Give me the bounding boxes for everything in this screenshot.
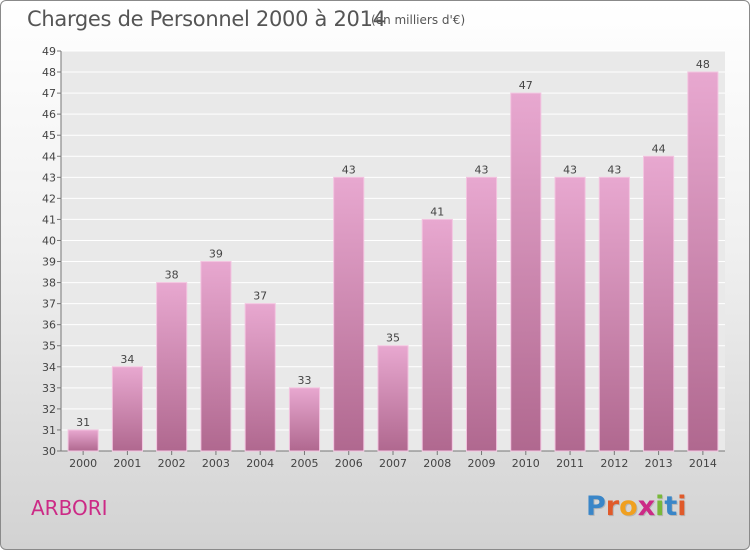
data-label: 47 — [519, 79, 533, 92]
y-tick-label: 43 — [42, 171, 56, 184]
y-tick-label: 36 — [42, 319, 56, 332]
x-tick-label: 2011 — [556, 457, 584, 470]
y-tick-label: 44 — [42, 150, 56, 163]
brand-logo: Proxiti — [586, 491, 687, 522]
brand-logo-letter: P — [586, 491, 606, 522]
data-label: 31 — [76, 416, 90, 429]
y-tick-label: 45 — [42, 129, 56, 142]
x-tick-label: 2002 — [158, 457, 186, 470]
y-tick-label: 39 — [42, 256, 56, 269]
bar — [288, 387, 321, 452]
bar — [244, 303, 276, 452]
brand-logo-letter: i — [677, 491, 687, 522]
brand-logo-letter: i — [655, 491, 665, 522]
data-label: 43 — [607, 163, 621, 176]
x-tick-label: 2004 — [246, 457, 274, 470]
y-tick-label: 48 — [42, 66, 56, 79]
x-tick-label: 2006 — [335, 457, 363, 470]
y-tick-label: 46 — [42, 108, 56, 121]
bar — [598, 176, 630, 452]
data-label: 43 — [563, 163, 577, 176]
data-label: 33 — [297, 374, 311, 387]
brand-logo-letter: x — [637, 491, 656, 522]
brand-logo-letter: o — [619, 491, 638, 522]
chart-subtitle: (en milliers d'€) — [371, 13, 466, 27]
bar — [643, 155, 675, 452]
y-tick-label: 34 — [42, 361, 56, 374]
bar — [67, 429, 99, 452]
y-tick-label: 33 — [42, 382, 56, 395]
bar — [465, 176, 498, 452]
x-tick-label: 2007 — [379, 457, 407, 470]
y-tick-label: 35 — [42, 340, 56, 353]
y-tick-label: 31 — [42, 424, 56, 437]
x-tick-label: 2001 — [113, 457, 141, 470]
bar — [554, 176, 586, 452]
y-tick-label: 49 — [42, 45, 56, 58]
brand-logo-letter: r — [605, 491, 620, 522]
bar — [156, 282, 188, 452]
bar — [111, 366, 143, 452]
y-tick-label: 37 — [42, 298, 56, 311]
bar — [377, 345, 409, 452]
x-tick-label: 2005 — [290, 457, 318, 470]
bar — [510, 92, 542, 452]
data-label: 34 — [120, 353, 134, 366]
bar — [421, 218, 453, 452]
y-tick-label: 40 — [42, 234, 56, 247]
chart-title: Charges de Personnel 2000 à 2014 — [27, 7, 386, 31]
x-tick-label: 2014 — [689, 457, 717, 470]
data-label: 43 — [342, 163, 356, 176]
y-tick-label: 41 — [42, 213, 56, 226]
x-tick-label: 2008 — [423, 457, 451, 470]
x-tick-label: 2012 — [600, 457, 628, 470]
data-label: 41 — [430, 205, 444, 218]
place-name: ARBORI — [31, 496, 108, 520]
data-label: 39 — [209, 248, 223, 261]
brand-logo-letter: t — [664, 491, 678, 522]
data-label: 44 — [652, 142, 666, 155]
x-tick-label: 2003 — [202, 457, 230, 470]
x-tick-label: 2009 — [468, 457, 496, 470]
data-label: 35 — [386, 332, 400, 345]
y-tick-label: 32 — [42, 403, 56, 416]
bar — [687, 71, 719, 452]
bar — [200, 261, 232, 452]
y-tick-label: 47 — [42, 87, 56, 100]
y-tick-label: 30 — [42, 445, 56, 458]
data-label: 38 — [165, 269, 179, 282]
y-tick-label: 42 — [42, 192, 56, 205]
x-tick-label: 2010 — [512, 457, 540, 470]
bar — [333, 176, 365, 452]
x-tick-label: 2000 — [69, 457, 97, 470]
y-tick-label: 38 — [42, 277, 56, 290]
x-tick-label: 2013 — [645, 457, 673, 470]
data-label: 37 — [253, 290, 267, 303]
data-label: 48 — [696, 58, 710, 71]
data-label: 43 — [475, 163, 489, 176]
